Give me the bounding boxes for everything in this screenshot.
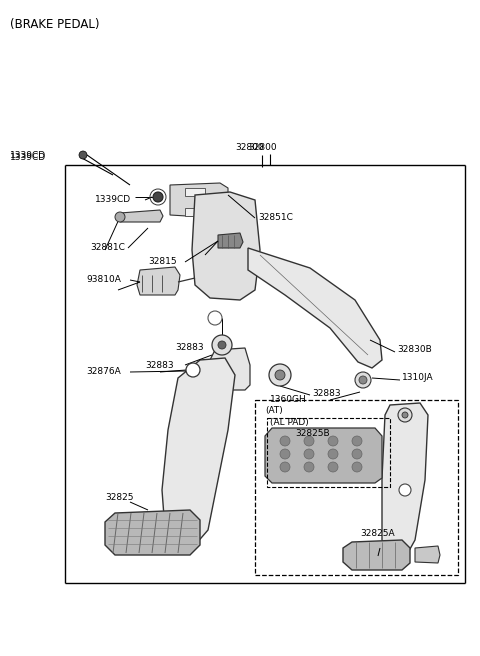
Circle shape <box>352 449 362 459</box>
Circle shape <box>352 462 362 472</box>
Text: 1310JA: 1310JA <box>402 373 433 382</box>
Circle shape <box>280 436 290 446</box>
Circle shape <box>115 212 125 222</box>
Text: 32825: 32825 <box>105 493 133 502</box>
Text: 32883: 32883 <box>175 342 204 352</box>
Polygon shape <box>185 208 205 216</box>
Polygon shape <box>265 428 382 483</box>
Text: 1339CD: 1339CD <box>10 150 46 159</box>
Circle shape <box>359 376 367 384</box>
Polygon shape <box>343 540 410 570</box>
Circle shape <box>304 462 314 472</box>
Text: 1339CD: 1339CD <box>10 152 46 161</box>
Polygon shape <box>137 267 180 295</box>
Text: 32825B: 32825B <box>295 430 330 438</box>
Text: 32883: 32883 <box>145 361 174 369</box>
Polygon shape <box>210 348 250 390</box>
Text: 32883: 32883 <box>312 388 341 398</box>
Circle shape <box>269 364 291 386</box>
Polygon shape <box>162 358 235 545</box>
Text: 32881C: 32881C <box>90 243 125 253</box>
Circle shape <box>328 449 338 459</box>
Text: (AL PAD): (AL PAD) <box>270 417 309 426</box>
Text: 1360GH: 1360GH <box>270 396 307 405</box>
Circle shape <box>352 436 362 446</box>
Polygon shape <box>185 188 205 196</box>
Circle shape <box>399 484 411 496</box>
Circle shape <box>355 372 371 388</box>
Circle shape <box>280 449 290 459</box>
Circle shape <box>212 335 232 355</box>
Text: 32830B: 32830B <box>397 346 432 354</box>
Polygon shape <box>120 210 163 222</box>
Text: (AT): (AT) <box>265 405 283 415</box>
Circle shape <box>153 192 163 202</box>
Text: 32825A: 32825A <box>360 529 395 539</box>
Text: 1339CD: 1339CD <box>95 195 131 205</box>
Circle shape <box>304 436 314 446</box>
Circle shape <box>280 462 290 472</box>
Text: 93810A: 93810A <box>86 276 121 285</box>
Circle shape <box>275 370 285 380</box>
Circle shape <box>304 449 314 459</box>
Text: 32800: 32800 <box>248 144 276 152</box>
Polygon shape <box>218 233 243 248</box>
Polygon shape <box>382 403 428 558</box>
Polygon shape <box>248 248 382 368</box>
Polygon shape <box>170 183 228 218</box>
Text: (BRAKE PEDAL): (BRAKE PEDAL) <box>10 18 99 31</box>
Circle shape <box>218 341 226 349</box>
Text: 32876A: 32876A <box>86 367 121 377</box>
Text: 32800: 32800 <box>236 144 264 152</box>
Text: 32815: 32815 <box>148 258 177 266</box>
Circle shape <box>328 462 338 472</box>
Circle shape <box>79 151 87 159</box>
Circle shape <box>398 408 412 422</box>
Polygon shape <box>105 510 200 555</box>
Circle shape <box>328 436 338 446</box>
Circle shape <box>186 363 200 377</box>
Circle shape <box>402 412 408 418</box>
Polygon shape <box>415 546 440 563</box>
Polygon shape <box>192 192 260 300</box>
Text: 32851C: 32851C <box>258 213 293 222</box>
